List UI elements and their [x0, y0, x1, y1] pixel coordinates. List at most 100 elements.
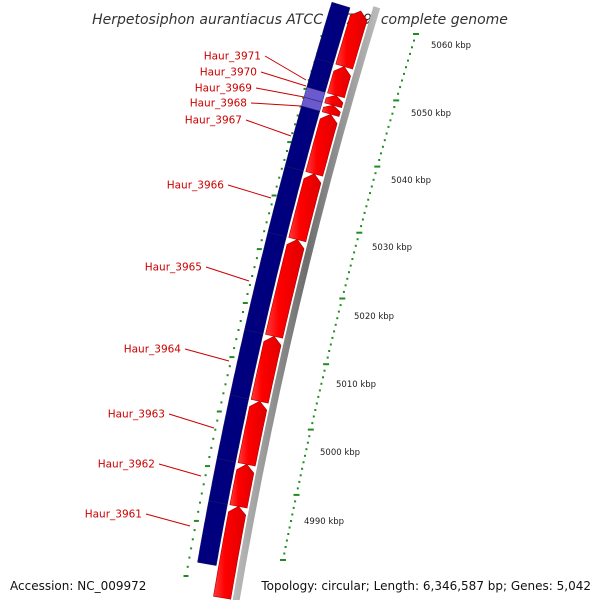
forward-feature-arrow: [213, 506, 247, 600]
scale-tick: [320, 382, 323, 385]
scale-tick: [367, 198, 370, 201]
gene-label: Haur_3970: [200, 67, 257, 79]
scale-tick: [329, 343, 332, 346]
scale-tick: [372, 178, 375, 181]
scale-tick: [299, 474, 302, 477]
tick-marks: [183, 33, 419, 577]
tick-mark: [228, 365, 231, 368]
tick-mark: [193, 519, 199, 522]
scale-tick: [296, 487, 299, 490]
scale-tick: [365, 205, 368, 208]
gene-label: Haur_3963: [108, 409, 165, 421]
scale-tick: [317, 395, 320, 398]
tick-mark: [224, 383, 227, 386]
scale-tick: [280, 559, 286, 561]
tick-mark: [270, 203, 273, 206]
tick-mark: [294, 123, 296, 126]
scale-tick: [344, 284, 347, 287]
tick-mark: [229, 356, 235, 359]
scale-tick: [323, 363, 330, 366]
gene-label: Haur_3969: [195, 83, 252, 95]
gene-label: Haur_3961: [85, 509, 142, 521]
gene-label: Haur_3966: [167, 180, 225, 192]
scale-tick: [314, 409, 317, 411]
tick-mark: [233, 347, 236, 350]
tick-mark: [220, 401, 223, 404]
tick-mark: [204, 474, 207, 477]
scale-tick: [302, 461, 305, 464]
tick-mark: [263, 230, 266, 233]
tick-mark: [202, 483, 205, 486]
tick-mark: [296, 114, 299, 117]
scale-tick: [351, 258, 354, 260]
tick-mark: [242, 302, 248, 304]
forward-feature-arrow: [250, 335, 282, 404]
scale-tick: [346, 277, 349, 280]
tick-mark: [242, 311, 244, 313]
scale-tick: [389, 119, 392, 122]
tick-mark: [291, 132, 294, 135]
tick-mark: [183, 575, 189, 577]
scale-tick: [393, 99, 400, 102]
backbone-track: [232, 6, 381, 600]
scale-tick: [283, 552, 286, 555]
scale-tick: [285, 539, 288, 542]
scale-tick: [284, 546, 287, 548]
scale-tick: [385, 132, 388, 135]
gene-label: Haur_3967: [185, 115, 242, 127]
accession-label: Accession: NC_009972: [10, 579, 147, 593]
kbp-label: 5050 kbp: [411, 109, 451, 119]
forward-feature-arrow: [324, 94, 344, 108]
scale-tick: [370, 185, 373, 188]
scale-tick: [318, 389, 321, 392]
gene-labels: Haur_3961 Haur_3962 Haur_3963 Haur_3964 Haur…: [85, 51, 261, 521]
topology-label: Topology: circular; Length: 6,346,587 bp…: [261, 579, 591, 593]
gene-leader-line: [250, 102, 302, 107]
tick-mark: [268, 212, 271, 215]
scale-tick: [308, 435, 311, 438]
gene-label-leaders: [145, 55, 307, 527]
forward-feature-arrow: [265, 239, 305, 339]
gene-label: Haur_3971: [204, 51, 261, 63]
kbp-labels: 4990 kbp 5000 kbp 5010 kbp 5020 kbp 5030 kbp…: [304, 41, 471, 527]
scale-tick: [380, 152, 382, 155]
kbp-label: 5040 kbp: [391, 176, 431, 186]
reverse-strand-track: [197, 1, 351, 566]
tick-mark: [287, 141, 293, 144]
scale-tick: [360, 225, 363, 228]
scale-tick: [334, 323, 337, 326]
gene-label: Haur_3968: [190, 98, 247, 110]
tick-mark: [286, 150, 288, 152]
kbp-label: 5000 kbp: [320, 448, 360, 458]
scale-tick: [336, 317, 339, 320]
scale-tick: [331, 336, 334, 339]
tick-mark: [260, 239, 263, 242]
reverse-feature-block: [314, 1, 351, 64]
gene-leader-line: [184, 348, 230, 362]
scale-tick: [298, 480, 301, 483]
tick-mark: [255, 257, 258, 260]
scale-tick: [328, 350, 331, 352]
scale-tick: [413, 39, 415, 42]
scale-tick: [337, 310, 340, 313]
scale-tick: [361, 218, 364, 221]
tick-mark: [208, 456, 211, 458]
gene-label: Haur_3962: [98, 459, 155, 471]
gene-leader-line: [145, 513, 191, 527]
scale-tick: [291, 513, 294, 516]
tick-mark: [222, 392, 225, 395]
scale-tick: [407, 59, 409, 62]
tick-mark: [200, 492, 203, 495]
scale-tick: [326, 356, 329, 359]
gene-leader-line: [227, 184, 272, 199]
tick-mark: [190, 547, 193, 550]
scale-tick: [342, 290, 345, 293]
kbp-label: 5030 kbp: [372, 243, 412, 253]
tick-mark: [275, 185, 278, 188]
scale-tick: [413, 33, 419, 35]
scale-tick: [356, 231, 363, 234]
gene-label: Haur_3964: [124, 344, 182, 356]
tick-mark: [186, 565, 189, 568]
scale-tick: [399, 86, 402, 89]
